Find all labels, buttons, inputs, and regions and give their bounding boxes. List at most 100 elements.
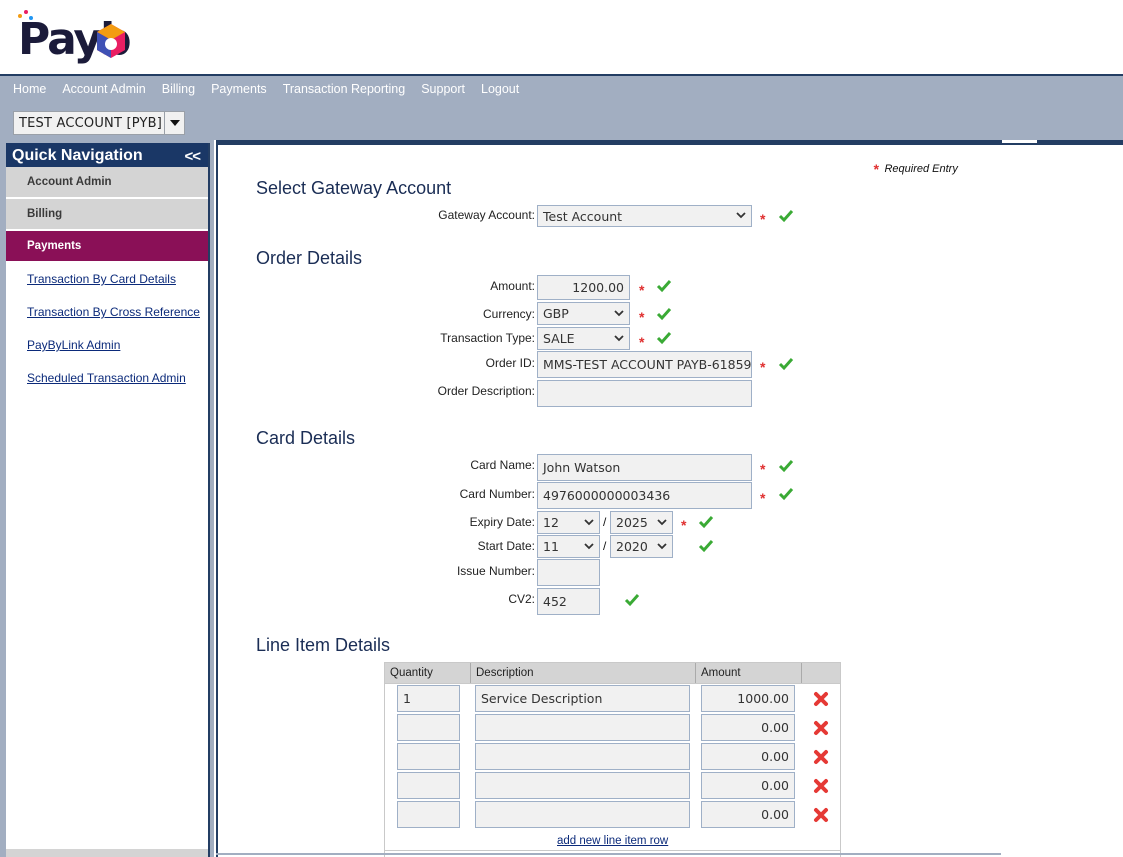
nav-home[interactable]: Home bbox=[13, 82, 47, 96]
account-select-value: TEST ACCOUNT [PYB] bbox=[19, 115, 163, 131]
top-navbar: Home Account Admin Billing Payments Tran… bbox=[0, 74, 1123, 140]
valid-check-icon bbox=[624, 594, 640, 607]
amount-input[interactable]: 0.00 bbox=[701, 743, 795, 770]
delete-row-icon[interactable] bbox=[813, 807, 829, 823]
sidebar-link-transaction-by-card-details[interactable]: Transaction By Card Details bbox=[27, 272, 176, 286]
required-star-icon: * bbox=[760, 359, 766, 375]
gateway-account-select[interactable]: Test Account bbox=[537, 205, 752, 227]
amount-label: Amount: bbox=[490, 279, 535, 293]
nav-logout[interactable]: Logout bbox=[481, 82, 520, 96]
valid-check-icon bbox=[656, 280, 672, 293]
content-bottom-border bbox=[216, 853, 1001, 855]
currency-value: GBP bbox=[543, 306, 569, 321]
nav-support[interactable]: Support bbox=[421, 82, 465, 96]
quantity-input[interactable] bbox=[397, 714, 460, 741]
transaction-type-label: Transaction Type: bbox=[440, 331, 535, 345]
sidebar-item-account-admin[interactable]: Account Admin bbox=[6, 167, 208, 199]
section-title-order-details: Order Details bbox=[256, 248, 363, 268]
nav-account-admin[interactable]: Account Admin bbox=[62, 82, 146, 96]
valid-check-icon bbox=[778, 460, 794, 473]
sidebar-item-billing[interactable]: Billing bbox=[6, 199, 208, 231]
line-items-footer bbox=[384, 850, 841, 854]
line-items-table: Quantity Description Amount 1 Service De… bbox=[384, 662, 841, 857]
nav-transaction-reporting[interactable]: Transaction Reporting bbox=[282, 82, 406, 96]
sidebar-link-transaction-by-cross-reference[interactable]: Transaction By Cross Reference bbox=[27, 305, 200, 319]
column-header-description: Description bbox=[471, 663, 696, 683]
sidebar-link-scheduled-transaction-admin[interactable]: Scheduled Transaction Admin bbox=[27, 371, 186, 385]
dropdown-arrow-icon[interactable] bbox=[164, 112, 184, 134]
required-star-icon: * bbox=[639, 282, 645, 298]
line-items-header: Quantity Description Amount bbox=[385, 663, 840, 684]
start-date-label: Start Date: bbox=[477, 539, 535, 553]
issue-number-input[interactable] bbox=[537, 559, 600, 586]
valid-check-icon bbox=[656, 332, 672, 345]
transaction-type-select[interactable]: SALE bbox=[537, 327, 630, 350]
start-year-value: 2020 bbox=[616, 539, 648, 554]
transaction-type-value: SALE bbox=[543, 331, 575, 346]
amount-input[interactable]: 0.00 bbox=[701, 801, 795, 828]
currency-select[interactable]: GBP bbox=[537, 302, 630, 325]
logo-dot-icon bbox=[18, 14, 22, 18]
nav-payments[interactable]: Payments bbox=[211, 82, 267, 96]
description-input[interactable]: Service Description bbox=[475, 685, 690, 712]
quick-navigation-header: Quick Navigation << bbox=[6, 143, 208, 167]
order-id-input[interactable]: MMS-TEST ACCOUNT PAYB-6185960 bbox=[537, 351, 752, 378]
amount-input[interactable]: 0.00 bbox=[701, 714, 795, 741]
amount-input[interactable]: 0.00 bbox=[701, 772, 795, 799]
add-line-item-link[interactable]: add new line item row bbox=[557, 835, 669, 847]
expiry-month-select[interactable]: 12 bbox=[537, 511, 600, 534]
description-input[interactable] bbox=[475, 801, 690, 828]
column-header-quantity: Quantity bbox=[385, 663, 471, 683]
nav-billing[interactable]: Billing bbox=[161, 82, 196, 96]
expiry-year-select[interactable]: 2025 bbox=[610, 511, 673, 534]
amount-input[interactable]: 1000.00 bbox=[701, 685, 795, 712]
delete-row-icon[interactable] bbox=[813, 720, 829, 736]
section-title-card-details: Card Details bbox=[256, 428, 356, 448]
chevron-down-icon bbox=[657, 542, 667, 549]
sidebar-item-payments[interactable]: Payments bbox=[6, 231, 208, 263]
account-select[interactable]: TEST ACCOUNT [PYB] bbox=[13, 111, 185, 135]
sidebar-link-paybylink-admin[interactable]: PayByLink Admin bbox=[27, 338, 121, 352]
chevron-down-icon bbox=[736, 212, 746, 219]
delete-row-icon[interactable] bbox=[813, 691, 829, 707]
start-month-value: 11 bbox=[543, 539, 559, 554]
quantity-input[interactable] bbox=[397, 772, 460, 799]
description-input[interactable] bbox=[475, 772, 690, 799]
logo-dot-icon bbox=[24, 10, 28, 14]
collapse-sidebar-button[interactable]: << bbox=[184, 147, 201, 165]
amount-input[interactable]: 1200.00 bbox=[537, 275, 630, 300]
section-title-line-items: Line Item Details bbox=[256, 635, 391, 655]
chevron-down-icon bbox=[614, 309, 624, 316]
expiry-month-value: 12 bbox=[543, 515, 559, 530]
start-year-select[interactable]: 2020 bbox=[610, 535, 673, 558]
quick-navigation-sidebar: Quick Navigation << Account Admin Billin… bbox=[6, 143, 210, 857]
cv2-input[interactable]: 452 bbox=[537, 588, 600, 615]
column-header-amount: Amount bbox=[696, 663, 802, 683]
column-header-actions bbox=[802, 663, 840, 683]
card-number-input[interactable]: 4976000000003436 bbox=[537, 482, 752, 509]
order-description-input[interactable] bbox=[537, 380, 752, 407]
expiry-year-value: 2025 bbox=[616, 515, 648, 530]
quantity-input[interactable] bbox=[397, 743, 460, 770]
order-description-label: Order Description: bbox=[437, 384, 535, 398]
card-number-label: Card Number: bbox=[459, 487, 535, 501]
required-star-icon: * bbox=[873, 161, 879, 177]
description-input[interactable] bbox=[475, 714, 690, 741]
table-row: 0.00 bbox=[385, 800, 840, 829]
card-name-input[interactable]: John Watson bbox=[537, 454, 752, 481]
required-star-icon: * bbox=[760, 211, 766, 227]
valid-check-icon bbox=[698, 540, 714, 553]
start-month-select[interactable]: 11 bbox=[537, 535, 600, 558]
section-title-gateway: Select Gateway Account bbox=[256, 178, 452, 198]
quantity-input[interactable] bbox=[397, 801, 460, 828]
expiry-date-label: Expiry Date: bbox=[469, 515, 535, 529]
quantity-input[interactable]: 1 bbox=[397, 685, 460, 712]
quick-navigation-title: Quick Navigation bbox=[12, 147, 143, 164]
required-star-icon: * bbox=[681, 517, 687, 533]
valid-check-icon bbox=[656, 308, 672, 321]
description-input[interactable] bbox=[475, 743, 690, 770]
required-star-icon: * bbox=[639, 334, 645, 350]
delete-row-icon[interactable] bbox=[813, 778, 829, 794]
currency-label: Currency: bbox=[482, 307, 535, 321]
delete-row-icon[interactable] bbox=[813, 749, 829, 765]
